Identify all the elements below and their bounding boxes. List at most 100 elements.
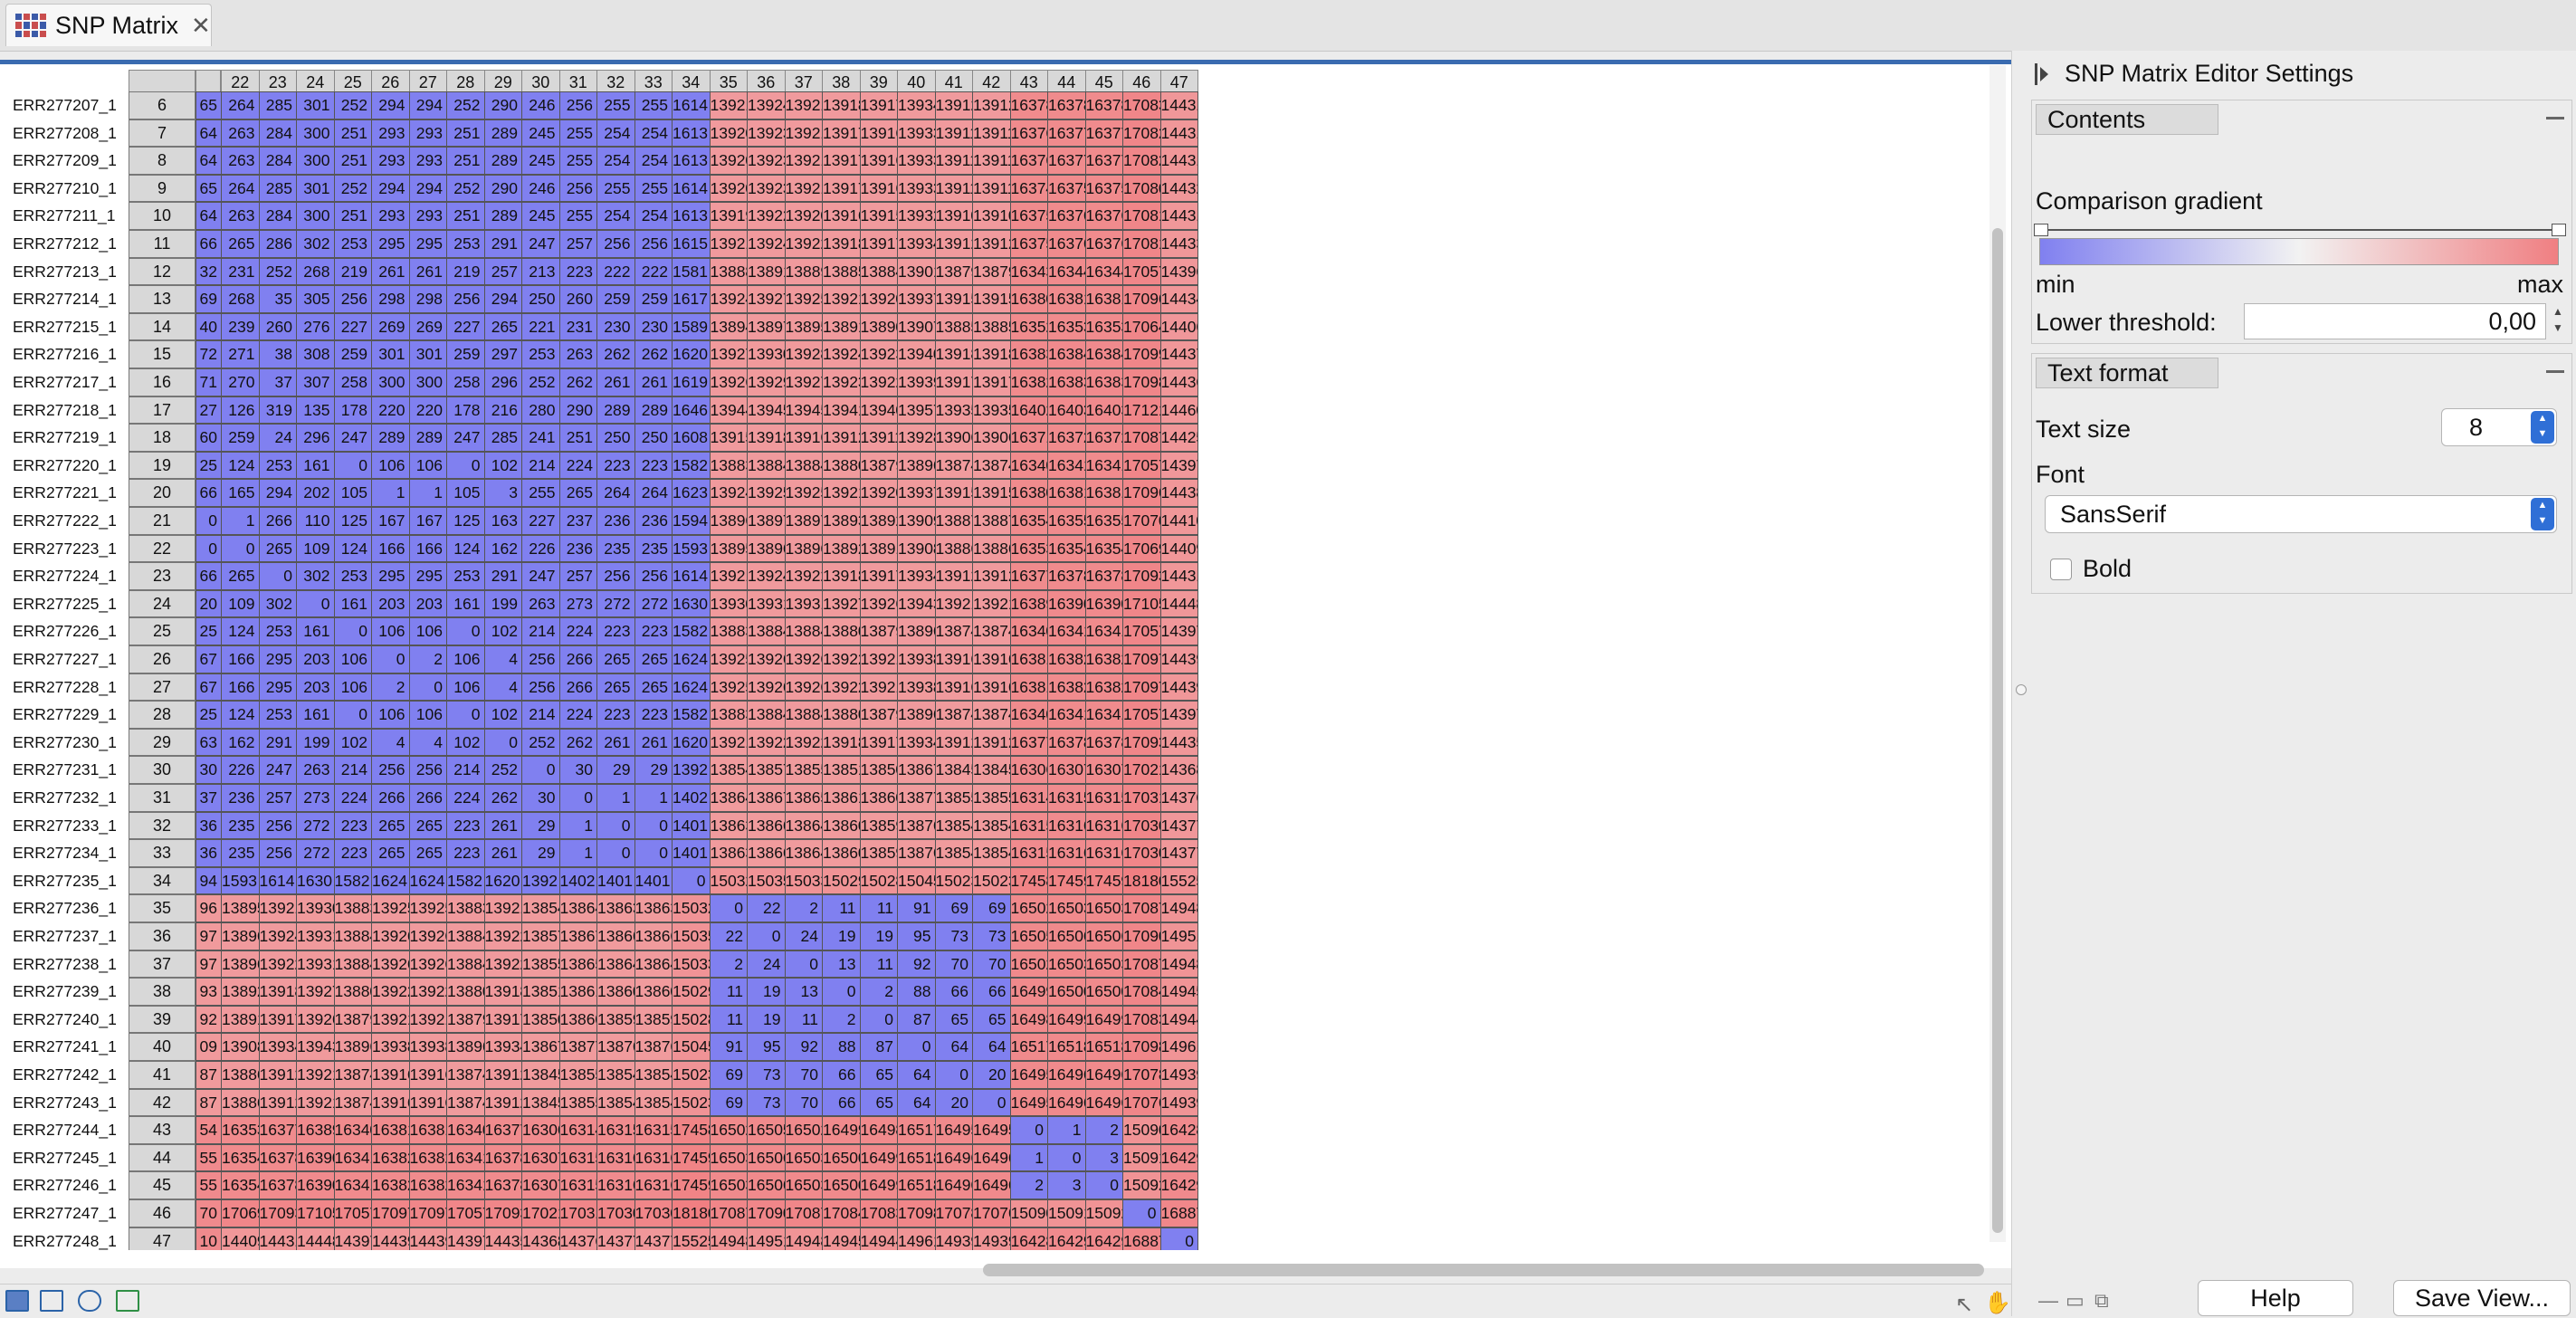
text-size-select[interactable]: 8 ▲ ▼ <box>2441 408 2557 446</box>
matrix-cell[interactable]: 15029 <box>822 866 861 895</box>
matrix-cell[interactable]: 256 <box>521 645 560 673</box>
matrix-cell[interactable]: 214 <box>521 451 560 480</box>
matrix-cell[interactable]: 256 <box>558 91 597 119</box>
matrix-cell[interactable]: 13866 <box>747 839 786 867</box>
matrix-cell[interactable]: 17099 <box>1122 340 1161 368</box>
matrix-cell[interactable]: 13922 <box>747 728 786 757</box>
matrix-cell[interactable]: 260 <box>258 312 297 341</box>
matrix-cell[interactable]: 1582 <box>672 701 711 729</box>
matrix-cell[interactable]: 264 <box>221 174 260 203</box>
matrix-cell[interactable]: 16378 <box>258 1143 297 1172</box>
matrix-cell[interactable]: 162 <box>221 728 260 757</box>
matrix-cell[interactable]: 13930 <box>296 894 335 922</box>
matrix-cell[interactable]: 301 <box>408 340 447 368</box>
matrix-cell[interactable]: 16500 <box>822 1143 861 1172</box>
matrix-cell[interactable]: 13866 <box>634 922 673 950</box>
matrix-cell[interactable]: 0 <box>972 1088 1011 1117</box>
matrix-cell[interactable]: 0 <box>258 562 297 590</box>
matrix-cell[interactable]: 219 <box>333 257 372 286</box>
matrix-cell[interactable]: 0 <box>196 507 222 535</box>
matrix-cell[interactable]: 227 <box>333 312 372 341</box>
matrix-cell[interactable]: 91 <box>897 894 936 922</box>
matrix-cell[interactable]: 16503 <box>709 1171 748 1199</box>
matrix-cell[interactable]: 16377 <box>1084 119 1123 148</box>
row-header[interactable]: 43 <box>129 1116 196 1144</box>
matrix-cell[interactable]: 253 <box>521 340 560 368</box>
matrix-cell[interactable]: 13922 <box>784 728 823 757</box>
matrix-cell[interactable]: 166 <box>408 534 447 563</box>
matrix-cell[interactable]: 296 <box>483 368 522 396</box>
matrix-cell[interactable]: 2 <box>784 894 823 922</box>
matrix-cell[interactable]: 13922 <box>408 978 447 1006</box>
matrix-cell[interactable]: 13925 <box>784 479 823 507</box>
matrix-cell[interactable]: 16496 <box>1084 1061 1123 1089</box>
matrix-cell[interactable]: 65 <box>934 1005 973 1034</box>
matrix-cell[interactable]: 264 <box>221 91 260 119</box>
matrix-cell[interactable]: 224 <box>558 451 597 480</box>
matrix-cell[interactable]: 295 <box>258 645 297 673</box>
matrix-cell[interactable]: 254 <box>596 119 635 148</box>
matrix-cell[interactable]: 16496 <box>1047 1088 1086 1117</box>
matrix-cell[interactable]: 1620 <box>483 866 522 895</box>
matrix-cell[interactable]: 166 <box>221 645 260 673</box>
snp-matrix-grid[interactable]: 22 23 24 25 26 27 28 29 30 31 32 33 34 35 36 37 38 39 40 41… <box>129 64 1980 1250</box>
matrix-cell[interactable]: 252 <box>446 174 485 203</box>
matrix-cell[interactable]: 1 <box>1047 1116 1086 1144</box>
row-header[interactable]: 46 <box>129 1199 196 1227</box>
contents-section-tab[interactable]: Contents <box>2036 104 2218 135</box>
matrix-cell[interactable]: 16378 <box>483 1171 522 1199</box>
matrix-cell[interactable]: 16383 <box>1047 368 1086 396</box>
matrix-cell[interactable]: 13850 <box>521 1005 560 1034</box>
table-view-icon[interactable] <box>40 1290 63 1312</box>
matrix-cell[interactable]: 220 <box>408 396 447 425</box>
matrix-cell[interactable]: 259 <box>634 285 673 313</box>
matrix-cell[interactable]: 13916 <box>972 673 1011 702</box>
matrix-cell[interactable]: 13855 <box>972 784 1011 812</box>
matrix-cell[interactable]: 17083 <box>1122 1005 1161 1034</box>
matrix-cell[interactable]: 219 <box>446 257 485 286</box>
row-label[interactable]: ERR277234_1 <box>13 844 117 863</box>
matrix-cell[interactable]: 13854 <box>972 839 1011 867</box>
row-label[interactable]: ERR277211_1 <box>13 206 116 225</box>
matrix-cell[interactable]: 16307 <box>521 1171 560 1199</box>
matrix-cell[interactable]: 13888 <box>709 257 748 286</box>
matrix-cell[interactable]: 13895 <box>709 534 748 563</box>
panel-splitter[interactable] <box>2011 51 2032 1316</box>
matrix-cell[interactable]: 66 <box>196 479 222 507</box>
matrix-cell[interactable]: 1620 <box>672 340 711 368</box>
matrix-cell[interactable]: 1623 <box>672 479 711 507</box>
matrix-cell[interactable]: 16315 <box>1009 811 1048 840</box>
matrix-cell[interactable]: 253 <box>258 617 297 645</box>
matrix-cell[interactable]: 1582 <box>672 617 711 645</box>
horizontal-scroll-thumb[interactable] <box>983 1264 1984 1276</box>
matrix-cell[interactable]: 254 <box>596 202 635 230</box>
matrix-cell[interactable]: 24 <box>747 950 786 979</box>
matrix-cell[interactable]: 16502 <box>709 1116 748 1144</box>
matrix-cell[interactable]: 2 <box>371 673 410 702</box>
matrix-cell[interactable]: 298 <box>371 285 410 313</box>
matrix-cell[interactable]: 13926 <box>784 645 823 673</box>
matrix-cell[interactable]: 202 <box>296 479 335 507</box>
matrix-cell[interactable]: 14948 <box>1159 894 1198 922</box>
matrix-cell[interactable]: 0 <box>408 673 447 702</box>
matrix-cell[interactable]: 301 <box>296 91 335 119</box>
matrix-cell[interactable]: 269 <box>371 312 410 341</box>
matrix-cell[interactable]: 13864 <box>558 894 597 922</box>
matrix-cell[interactable]: 223 <box>446 811 485 840</box>
matrix-cell[interactable]: 17087 <box>1122 424 1161 452</box>
matrix-cell[interactable]: 109 <box>296 534 335 563</box>
matrix-cell[interactable]: 298 <box>408 285 447 313</box>
matrix-cell[interactable]: 261 <box>634 368 673 396</box>
matrix-cell[interactable]: 13922 <box>747 202 786 230</box>
matrix-cell[interactable]: 214 <box>333 756 372 784</box>
matrix-cell[interactable]: 106 <box>446 673 485 702</box>
matrix-cell[interactable]: 294 <box>483 285 522 313</box>
matrix-cell[interactable]: 265 <box>596 673 635 702</box>
matrix-cell[interactable]: 13855 <box>558 1061 597 1089</box>
matrix-cell[interactable]: 0 <box>709 894 748 922</box>
matrix-cell[interactable]: 13845 <box>972 756 1011 784</box>
